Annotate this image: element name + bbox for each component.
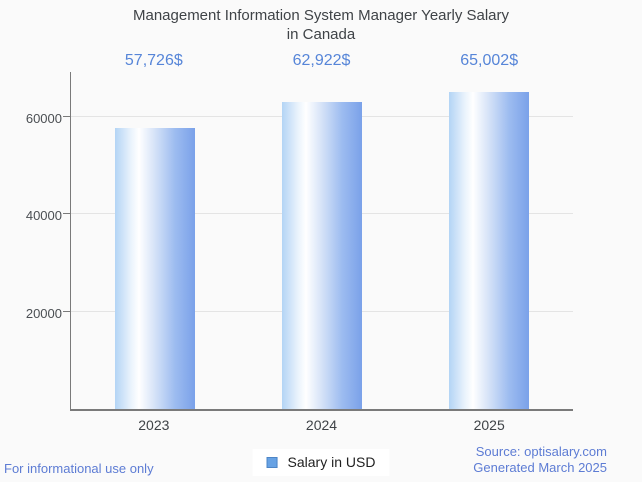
chart-title: Management Information System Manager Ye… xyxy=(0,6,642,44)
bar-slot xyxy=(71,72,238,409)
y-axis-labels: 20000 40000 60000 xyxy=(0,72,62,411)
bar-value-label: 65,002$ xyxy=(460,52,519,69)
chart-title-line2: in Canada xyxy=(286,26,356,43)
salary-bar-2023[interactable] xyxy=(114,127,195,409)
x-axis-tick-label: 2024 xyxy=(305,417,338,433)
y-axis-tick-label: 20000 xyxy=(25,305,62,321)
bar-value-labels: 57,726$ 62,922$ 65,002$ xyxy=(70,52,573,70)
source-info: Source: optisalary.com Generated March 2… xyxy=(473,444,607,476)
legend-label: Salary in USD xyxy=(287,454,376,470)
y-axis-tick xyxy=(63,310,71,312)
bar-slot xyxy=(406,72,573,409)
bar-slot xyxy=(238,72,405,409)
chart-title-line1: Management Information System Manager Ye… xyxy=(132,7,510,24)
legend-swatch-icon xyxy=(266,456,278,468)
x-axis-labels: 2023 2024 2025 xyxy=(70,417,573,433)
source-link[interactable]: Source: optisalary.com xyxy=(475,444,607,459)
disclaimer-text: For informational use only xyxy=(4,461,154,476)
salary-bar-2025[interactable] xyxy=(449,92,530,409)
generated-date: Generated March 2025 xyxy=(473,460,607,475)
y-axis-tick-label: 60000 xyxy=(25,110,62,126)
plot-area xyxy=(63,72,573,411)
salary-bar-2024[interactable] xyxy=(281,102,362,409)
bar-value-label: 57,726$ xyxy=(124,52,183,69)
x-axis-tick-label: 2023 xyxy=(138,417,170,433)
legend: Salary in USD xyxy=(252,449,390,476)
bar-value-label: 62,922$ xyxy=(292,52,351,69)
y-axis-tick xyxy=(63,213,71,215)
y-axis-tick xyxy=(63,115,71,117)
x-axis-tick-label: 2025 xyxy=(473,417,505,433)
y-axis-tick-label: 40000 xyxy=(25,208,62,224)
bars-row xyxy=(71,72,573,409)
